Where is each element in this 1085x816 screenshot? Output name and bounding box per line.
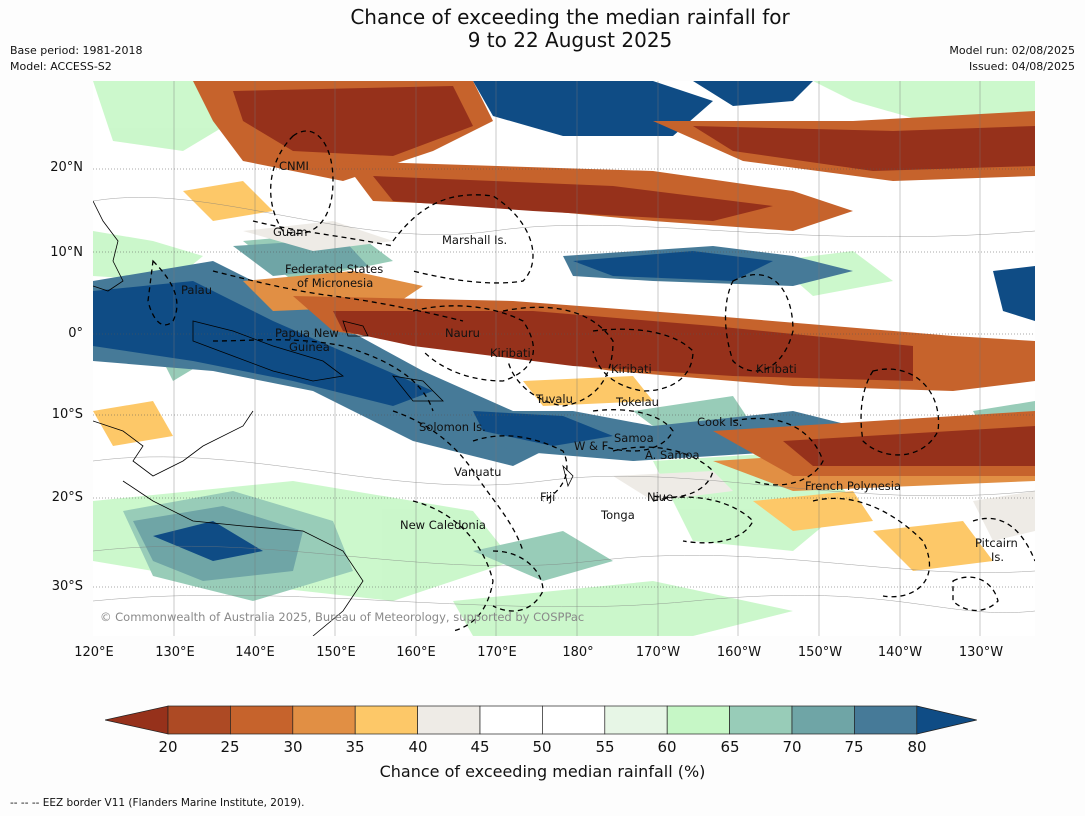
- meta-right: Model run: 02/08/2025 Issued: 04/08/2025: [949, 43, 1075, 75]
- colorbar-segment: [479, 705, 543, 735]
- label-fiji: Fiji: [540, 490, 556, 504]
- label-cnmi: CNMI: [279, 159, 309, 173]
- colorbar-tick-55: 55: [595, 738, 615, 756]
- lon-tick-160w: 160°W: [716, 645, 762, 660]
- lat-tick-20n: 20°N: [50, 160, 83, 175]
- colorbar-tick-50: 50: [532, 738, 552, 756]
- label-nauru: Nauru: [445, 326, 480, 340]
- issued-date: Issued: 04/08/2025: [968, 60, 1075, 73]
- colorbar-segment: [292, 705, 356, 735]
- colorbar-tick-30: 30: [283, 738, 303, 756]
- label-samoa: Samoa: [614, 431, 654, 445]
- colorbar-tick-25: 25: [220, 738, 240, 756]
- label-new-caledonia: New Caledonia: [400, 518, 486, 532]
- rainfall-map: [93, 81, 1035, 636]
- label-american-samoa: A. Samoa: [645, 448, 700, 462]
- lon-tick-140e: 140°E: [235, 645, 275, 660]
- label-png-1: Papua New: [275, 326, 339, 340]
- lon-tick-140w: 140°W: [877, 645, 923, 660]
- label-kiribati-east: Kiribati: [756, 362, 797, 376]
- meta-left: Base period: 1981-2018 Model: ACCESS-S2: [10, 43, 142, 75]
- label-kiribati-central: Kiribati: [611, 362, 652, 376]
- lat-tick-30s: 30°S: [51, 579, 83, 594]
- label-solomon: Solomon Is.: [419, 420, 486, 434]
- lon-tick-150w: 150°W: [797, 645, 843, 660]
- label-marshall: Marshall Is.: [442, 233, 508, 247]
- lon-tick-170w: 170°W: [635, 645, 681, 660]
- lon-tick-130w: 130°W: [958, 645, 1004, 660]
- label-wallis-futuna: W & F: [574, 439, 609, 453]
- colorbar-segment: [854, 705, 918, 735]
- label-french-polynesia: French Polynesia: [805, 479, 902, 493]
- eez-border-note: -- -- -- EEZ border V11 (Flanders Marine…: [10, 797, 305, 809]
- colorbar-segment: [604, 705, 668, 735]
- colorbar-segment: [167, 705, 231, 735]
- title-line-1: Chance of exceeding the median rainfall …: [350, 5, 790, 29]
- colorbar-segment: [354, 705, 418, 735]
- lat-tick-10n: 10°N: [50, 245, 83, 260]
- colorbar-segment: [729, 705, 793, 735]
- lon-tick-120e: 120°E: [74, 645, 114, 660]
- colorbar-tick-75: 75: [844, 738, 864, 756]
- lon-tick-180: 180°: [562, 645, 594, 660]
- label-vanuatu: Vanuatu: [454, 465, 502, 479]
- copyright-notice: © Commonwealth of Australia 2025, Bureau…: [100, 610, 585, 624]
- label-pitcairn-2: Is.: [991, 550, 1005, 564]
- colorbar-segment: [666, 705, 730, 735]
- label-fsm-1: Federated States: [285, 262, 384, 276]
- label-guam: Guam: [273, 225, 308, 239]
- label-pitcairn-1: Pitcairn: [975, 536, 1018, 550]
- colorbar-tick-60: 60: [657, 738, 677, 756]
- label-kiribati-west: Kiribati: [490, 346, 531, 360]
- lon-tick-130e: 130°E: [155, 645, 195, 660]
- title-line-2: 9 to 22 August 2025: [467, 28, 673, 52]
- colorbar: [105, 705, 977, 735]
- model-run: Model run: 02/08/2025: [949, 44, 1075, 57]
- map-title: Chance of exceeding the median rainfall …: [0, 6, 1085, 52]
- lat-tick-20s: 20°S: [51, 490, 83, 505]
- colorbar-tick-35: 35: [345, 738, 365, 756]
- model-name: Model: ACCESS-S2: [10, 60, 112, 73]
- colorbar-segment: [791, 705, 855, 735]
- label-tuvalu: Tuvalu: [536, 392, 573, 406]
- lat-tick-0: 0°: [68, 326, 83, 341]
- label-cook-islands: Cook Is.: [697, 415, 743, 429]
- colorbar-tick-45: 45: [470, 738, 490, 756]
- lat-tick-10s: 10°S: [51, 407, 83, 422]
- label-palau: Palau: [181, 283, 212, 297]
- colorbar-label: Chance of exceeding median rainfall (%): [379, 762, 706, 781]
- colorbar-tick-40: 40: [408, 738, 428, 756]
- colorbar-tick-80: 80: [907, 738, 927, 756]
- label-tokelau: Tokelau: [616, 395, 659, 409]
- label-niue: Niue: [647, 490, 674, 504]
- label-tonga: Tonga: [601, 508, 635, 522]
- colorbar-extend-high: [916, 705, 977, 735]
- colorbar-tick-65: 65: [720, 738, 740, 756]
- base-period: Base period: 1981-2018: [10, 44, 143, 57]
- lon-tick-150e: 150°E: [316, 645, 356, 660]
- colorbar-extend-low: [105, 705, 169, 735]
- colorbar-segment: [230, 705, 294, 735]
- colorbar-segment: [542, 705, 606, 735]
- map-canvas: [93, 81, 1035, 636]
- lon-tick-160e: 160°E: [396, 645, 436, 660]
- colorbar-tick-20: 20: [158, 738, 178, 756]
- lon-tick-170e: 170°E: [477, 645, 517, 660]
- label-png-2: Guinea: [289, 340, 330, 354]
- label-fsm-2: of Micronesia: [297, 276, 374, 290]
- colorbar-segment: [417, 705, 481, 735]
- colorbar-tick-70: 70: [782, 738, 802, 756]
